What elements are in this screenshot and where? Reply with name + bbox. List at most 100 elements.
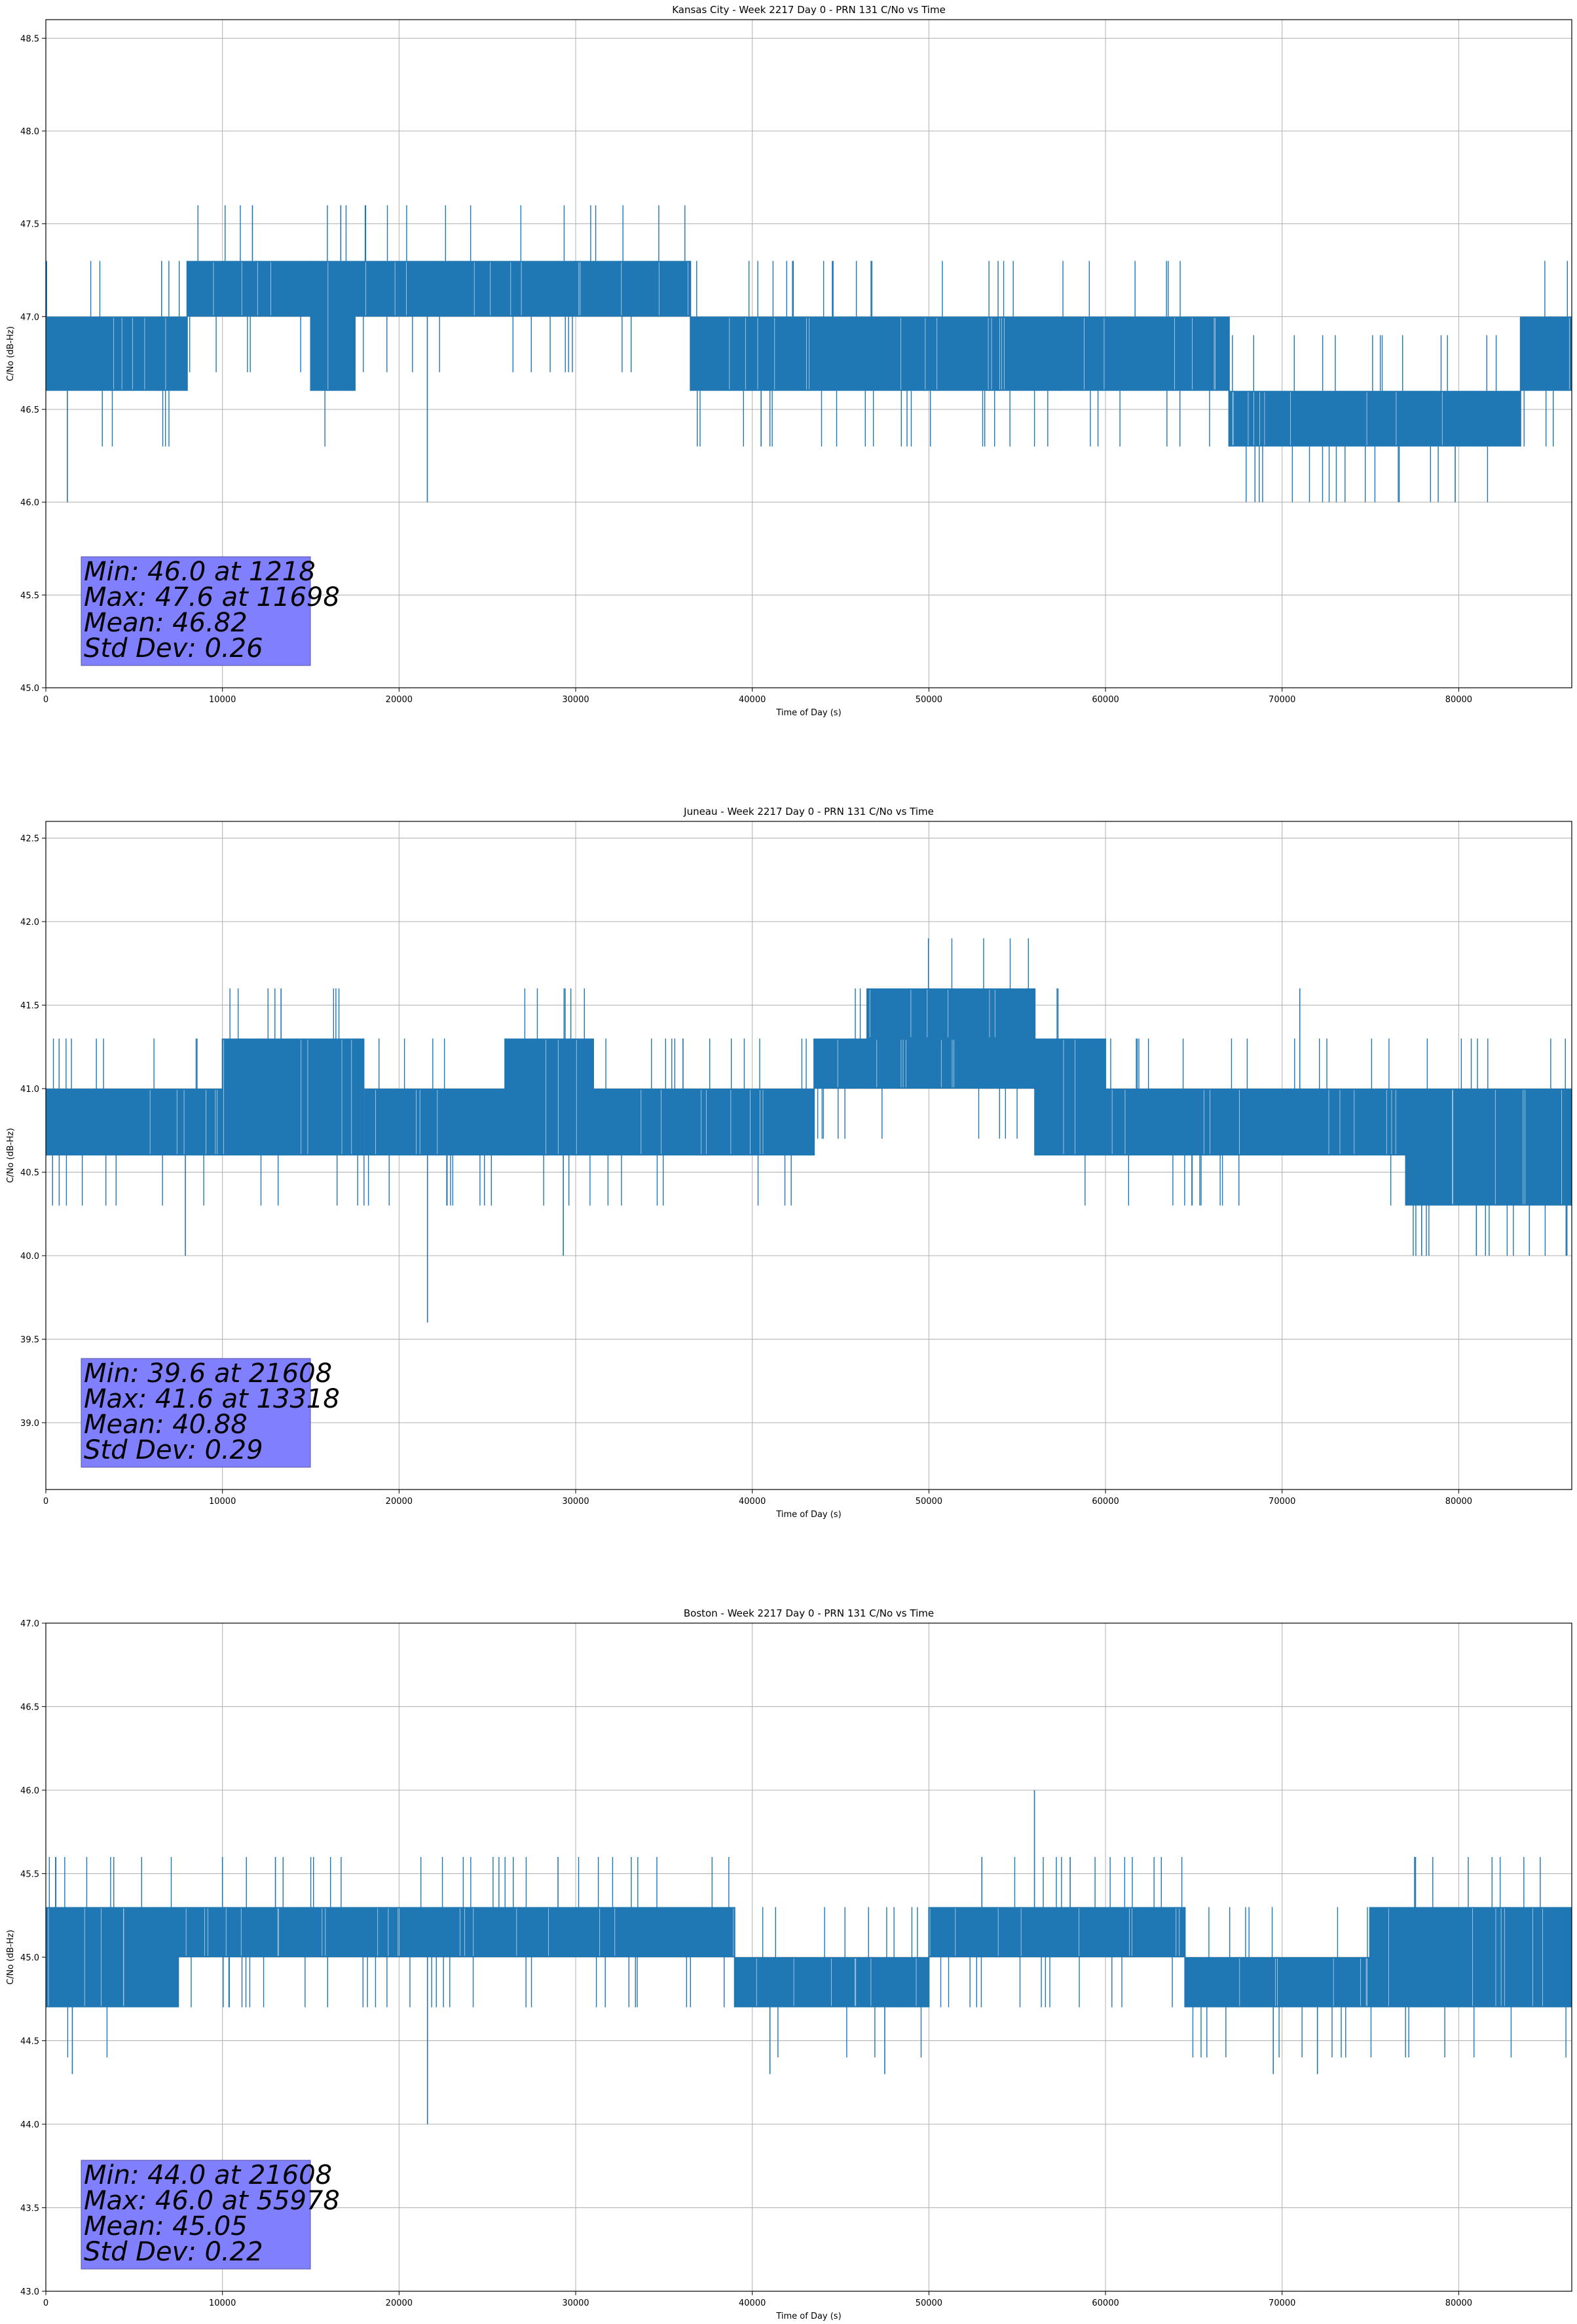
x-axis-label: Time of Day (s) (775, 708, 841, 718)
chart-title: Juneau - Week 2217 Day 0 - PRN 131 C/No … (683, 806, 934, 817)
data-band (222, 1038, 364, 1155)
axes-frame (45, 821, 1572, 1490)
y-tick-label: 46.0 (20, 1786, 39, 1796)
x-tick-label: 20000 (386, 2298, 413, 2308)
stats-line: Max: 41.6 at 13318 (84, 1384, 340, 1414)
x-tick-label: 40000 (739, 695, 766, 705)
x-tick-label: 20000 (386, 695, 413, 705)
x-tick-label: 70000 (1269, 2298, 1295, 2308)
y-tick-label: 45.5 (20, 1870, 39, 1880)
y-tick-label: 41.0 (20, 1085, 39, 1095)
x-tick-label: 50000 (916, 695, 942, 705)
data-band (1370, 1907, 1572, 2008)
x-tick-label: 50000 (916, 1497, 942, 1507)
axes-frame (45, 19, 1572, 688)
data-band (354, 261, 691, 317)
y-tick-label: 47.0 (20, 312, 39, 322)
data-band (1229, 390, 1521, 447)
data-band (1035, 1038, 1106, 1155)
chart-panel-3: 0 10000 20000 30000 40000 50000 60000 70000 8000… (6, 1607, 1572, 2321)
y-tick-label: 45.0 (20, 1953, 39, 1963)
y-tick-label: 40.5 (20, 1169, 39, 1178)
x-tick-label: 70000 (1269, 695, 1295, 705)
x-tick-label: 0 (43, 695, 48, 705)
data-band (593, 1089, 815, 1155)
data-band (310, 261, 355, 391)
y-tick-label: 43.5 (20, 2204, 39, 2214)
y-tick-label: 45.0 (20, 684, 39, 694)
stats-line: Max: 47.6 at 11698 (84, 582, 340, 612)
chart-panel-1: 0 10000 20000 30000 40000 50000 60000 70000 8000… (6, 4, 1572, 718)
y-tick-label: 44.0 (20, 2120, 39, 2130)
x-tick-label: 10000 (209, 1497, 236, 1507)
data-band (1105, 1089, 1406, 1155)
y-tick-label: 40.0 (20, 1252, 39, 1262)
x-tick-label: 50000 (916, 2298, 942, 2308)
y-axis-label: C/No (dB-Hz) (6, 1930, 16, 1985)
stats-box (81, 556, 311, 666)
data-band (734, 1957, 929, 2008)
data-band (1520, 316, 1572, 391)
stats-line: Min: 44.0 at 21608 (84, 2160, 332, 2190)
data-band (1061, 316, 1229, 391)
data-band (46, 316, 187, 391)
stats-line: Min: 46.0 at 1218 (84, 557, 316, 587)
x-tick-label: 40000 (739, 2298, 766, 2308)
series-line (46, 205, 1572, 502)
y-tick-label: 47.5 (20, 220, 39, 230)
x-tick-label: 10000 (209, 2298, 236, 2308)
x-tick-label: 60000 (1092, 695, 1119, 705)
x-tick-label: 60000 (1092, 1497, 1119, 1507)
stats-line: Mean: 45.05 (84, 2211, 248, 2241)
data-band (46, 1907, 179, 2008)
data-band (187, 261, 311, 317)
stats-line: Max: 46.0 at 55978 (84, 2186, 340, 2216)
stats-box (81, 2160, 311, 2270)
data-band (1405, 1089, 1572, 1206)
stats-box (81, 1358, 311, 1468)
chart-panel-2: 0 10000 20000 30000 40000 50000 60000 70000 8000… (6, 806, 1572, 1520)
x-tick-label: 40000 (739, 1497, 766, 1507)
x-tick-label: 30000 (562, 2298, 589, 2308)
y-tick-label: 45.5 (20, 591, 39, 601)
x-tick-label: 80000 (1445, 2298, 1472, 2308)
y-tick-label: 48.0 (20, 127, 39, 137)
y-tick-label: 48.5 (20, 34, 39, 44)
data-band (1185, 1957, 1371, 2008)
y-tick-label: 41.5 (20, 1002, 39, 1011)
x-axis-label: Time of Day (s) (775, 2312, 841, 2321)
y-tick-label: 46.5 (20, 1703, 39, 1713)
y-tick-label: 46.5 (20, 405, 39, 415)
x-tick-label: 0 (43, 1497, 48, 1507)
data-band (363, 1089, 506, 1155)
stats-line: Std Dev: 0.29 (84, 1435, 263, 1465)
x-tick-label: 0 (43, 2298, 48, 2308)
y-tick-label: 46.0 (20, 498, 39, 508)
data-band (929, 1907, 1185, 1957)
data-band (814, 1038, 1035, 1089)
stats-line: Mean: 46.82 (84, 608, 248, 638)
y-tick-label: 39.0 (20, 1419, 39, 1429)
data-band (505, 1038, 593, 1155)
y-tick-label: 42.0 (20, 918, 39, 928)
series-line (46, 938, 1572, 1322)
chart-title: Boston - Week 2217 Day 0 - PRN 131 C/No … (684, 1607, 934, 1619)
axes-frame (45, 1622, 1572, 2292)
data-band (46, 1089, 223, 1155)
y-tick-label: 47.0 (20, 1619, 39, 1629)
y-axis-label: C/No (dB-Hz) (6, 326, 16, 381)
x-axis-label: Time of Day (s) (775, 1510, 841, 1520)
y-tick-label: 39.5 (20, 1336, 39, 1345)
x-tick-label: 30000 (562, 1497, 589, 1507)
y-tick-label: 42.5 (20, 834, 39, 844)
y-tick-label: 43.0 (20, 2287, 39, 2297)
x-tick-label: 80000 (1445, 695, 1472, 705)
stats-line: Std Dev: 0.22 (84, 2237, 263, 2267)
data-band (178, 1907, 735, 1957)
y-tick-label: 44.5 (20, 2037, 39, 2047)
x-tick-label: 10000 (209, 695, 236, 705)
data-band (866, 988, 1035, 1039)
chart-title: Kansas City - Week 2217 Day 0 - PRN 131 … (672, 4, 946, 16)
series-line (46, 1790, 1572, 2124)
